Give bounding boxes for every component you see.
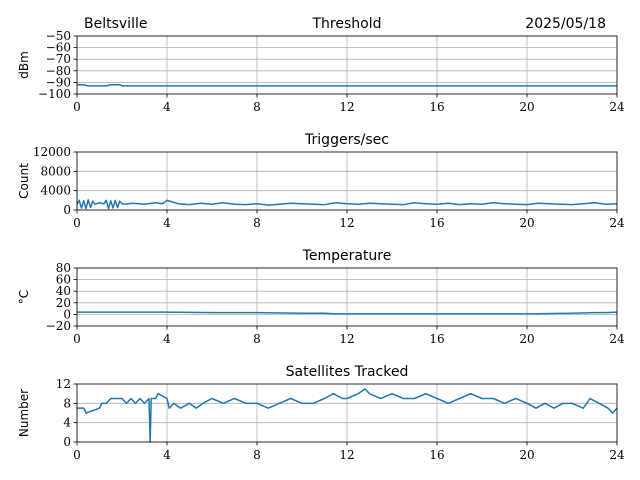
satellites-tracked-panel: 0 4 8 12 16 20 24 0 4 8 12 Satellites Tracked Number <box>17 364 625 462</box>
threshold-panel: 0 4 8 12 16 20 24 −100−90−80−70−60−50 Threshold d… <box>17 16 625 114</box>
satellites-tracked-y-axis-label: Number <box>17 389 31 437</box>
y-tick-label: −90 <box>46 75 71 89</box>
x-tick-label: 16 <box>429 100 444 114</box>
threshold-title: Threshold <box>312 16 382 32</box>
y-tick-label: 4000 <box>40 184 71 198</box>
x-tick-label: 0 <box>73 216 81 230</box>
y-tick-label: 60 <box>56 273 71 287</box>
satellites-tracked-series-line <box>77 388 618 443</box>
x-tick-label: 12 <box>339 216 354 230</box>
x-tick-label: 8 <box>253 216 261 230</box>
y-tick-label: −20 <box>46 319 71 333</box>
x-tick-label: 8 <box>253 332 261 346</box>
y-tick-label: 20 <box>56 296 71 310</box>
y-tick-label: −60 <box>46 41 71 55</box>
threshold-y-axis-label: dBm <box>17 51 31 79</box>
y-tick-label: 0 <box>63 203 71 217</box>
x-tick-label: 8 <box>253 448 261 462</box>
triggers-sec-panel: 0 4 8 12 16 20 24 0 4000 8000 12000 Triggers/sec Cou… <box>17 132 625 230</box>
date-label: 2025/05/18 <box>525 16 606 32</box>
y-tick-label: 0 <box>63 435 71 449</box>
y-tick-label: 80 <box>56 261 71 275</box>
x-tick-label: 8 <box>253 100 261 114</box>
x-tick-label: 20 <box>519 448 534 462</box>
temperature-title: Temperature <box>302 248 392 264</box>
x-tick-label: 0 <box>73 448 81 462</box>
temperature-y-axis-label: °C <box>17 290 31 304</box>
x-tick-label: 24 <box>609 100 625 114</box>
x-tick-label: 24 <box>609 448 625 462</box>
triggers-sec-y-axis-label: Count <box>17 163 31 199</box>
y-tick-label: 0 <box>63 307 71 321</box>
x-tick-label: 0 <box>73 100 81 114</box>
y-tick-label: −50 <box>46 29 71 43</box>
satellites-tracked-title: Satellites Tracked <box>286 364 409 380</box>
x-tick-label: 16 <box>429 448 444 462</box>
threshold-series-line <box>77 83 617 87</box>
x-tick-label: 20 <box>519 100 534 114</box>
y-tick-label: 12 <box>56 377 71 391</box>
x-tick-label: 12 <box>339 332 354 346</box>
x-tick-label: 4 <box>163 216 171 230</box>
x-tick-label: 12 <box>339 100 354 114</box>
y-tick-label: 8000 <box>40 164 71 178</box>
triggers-sec-series-line <box>76 199 618 210</box>
x-tick-label: 12 <box>339 448 354 462</box>
y-tick-label: 4 <box>63 416 71 430</box>
x-tick-label: 20 <box>519 216 534 230</box>
y-tick-label: −70 <box>46 52 71 66</box>
x-tick-label: 4 <box>163 100 171 114</box>
x-tick-label: 24 <box>609 332 625 346</box>
x-tick-label: 20 <box>519 332 534 346</box>
location-label: Beltsville <box>84 16 147 32</box>
x-tick-label: 16 <box>429 216 444 230</box>
x-tick-label: 4 <box>163 332 171 346</box>
y-tick-label: 8 <box>63 396 71 410</box>
y-tick-label: 40 <box>56 284 71 298</box>
x-tick-label: 0 <box>73 332 81 346</box>
y-tick-label: −80 <box>46 64 71 78</box>
triggers-sec-title: Triggers/sec <box>304 132 389 148</box>
y-tick-label: −100 <box>38 87 71 101</box>
x-tick-label: 4 <box>163 448 171 462</box>
x-tick-label: 24 <box>609 216 625 230</box>
x-tick-label: 16 <box>429 332 444 346</box>
y-tick-label: 12000 <box>33 145 71 159</box>
temperature-series-line <box>77 311 618 315</box>
